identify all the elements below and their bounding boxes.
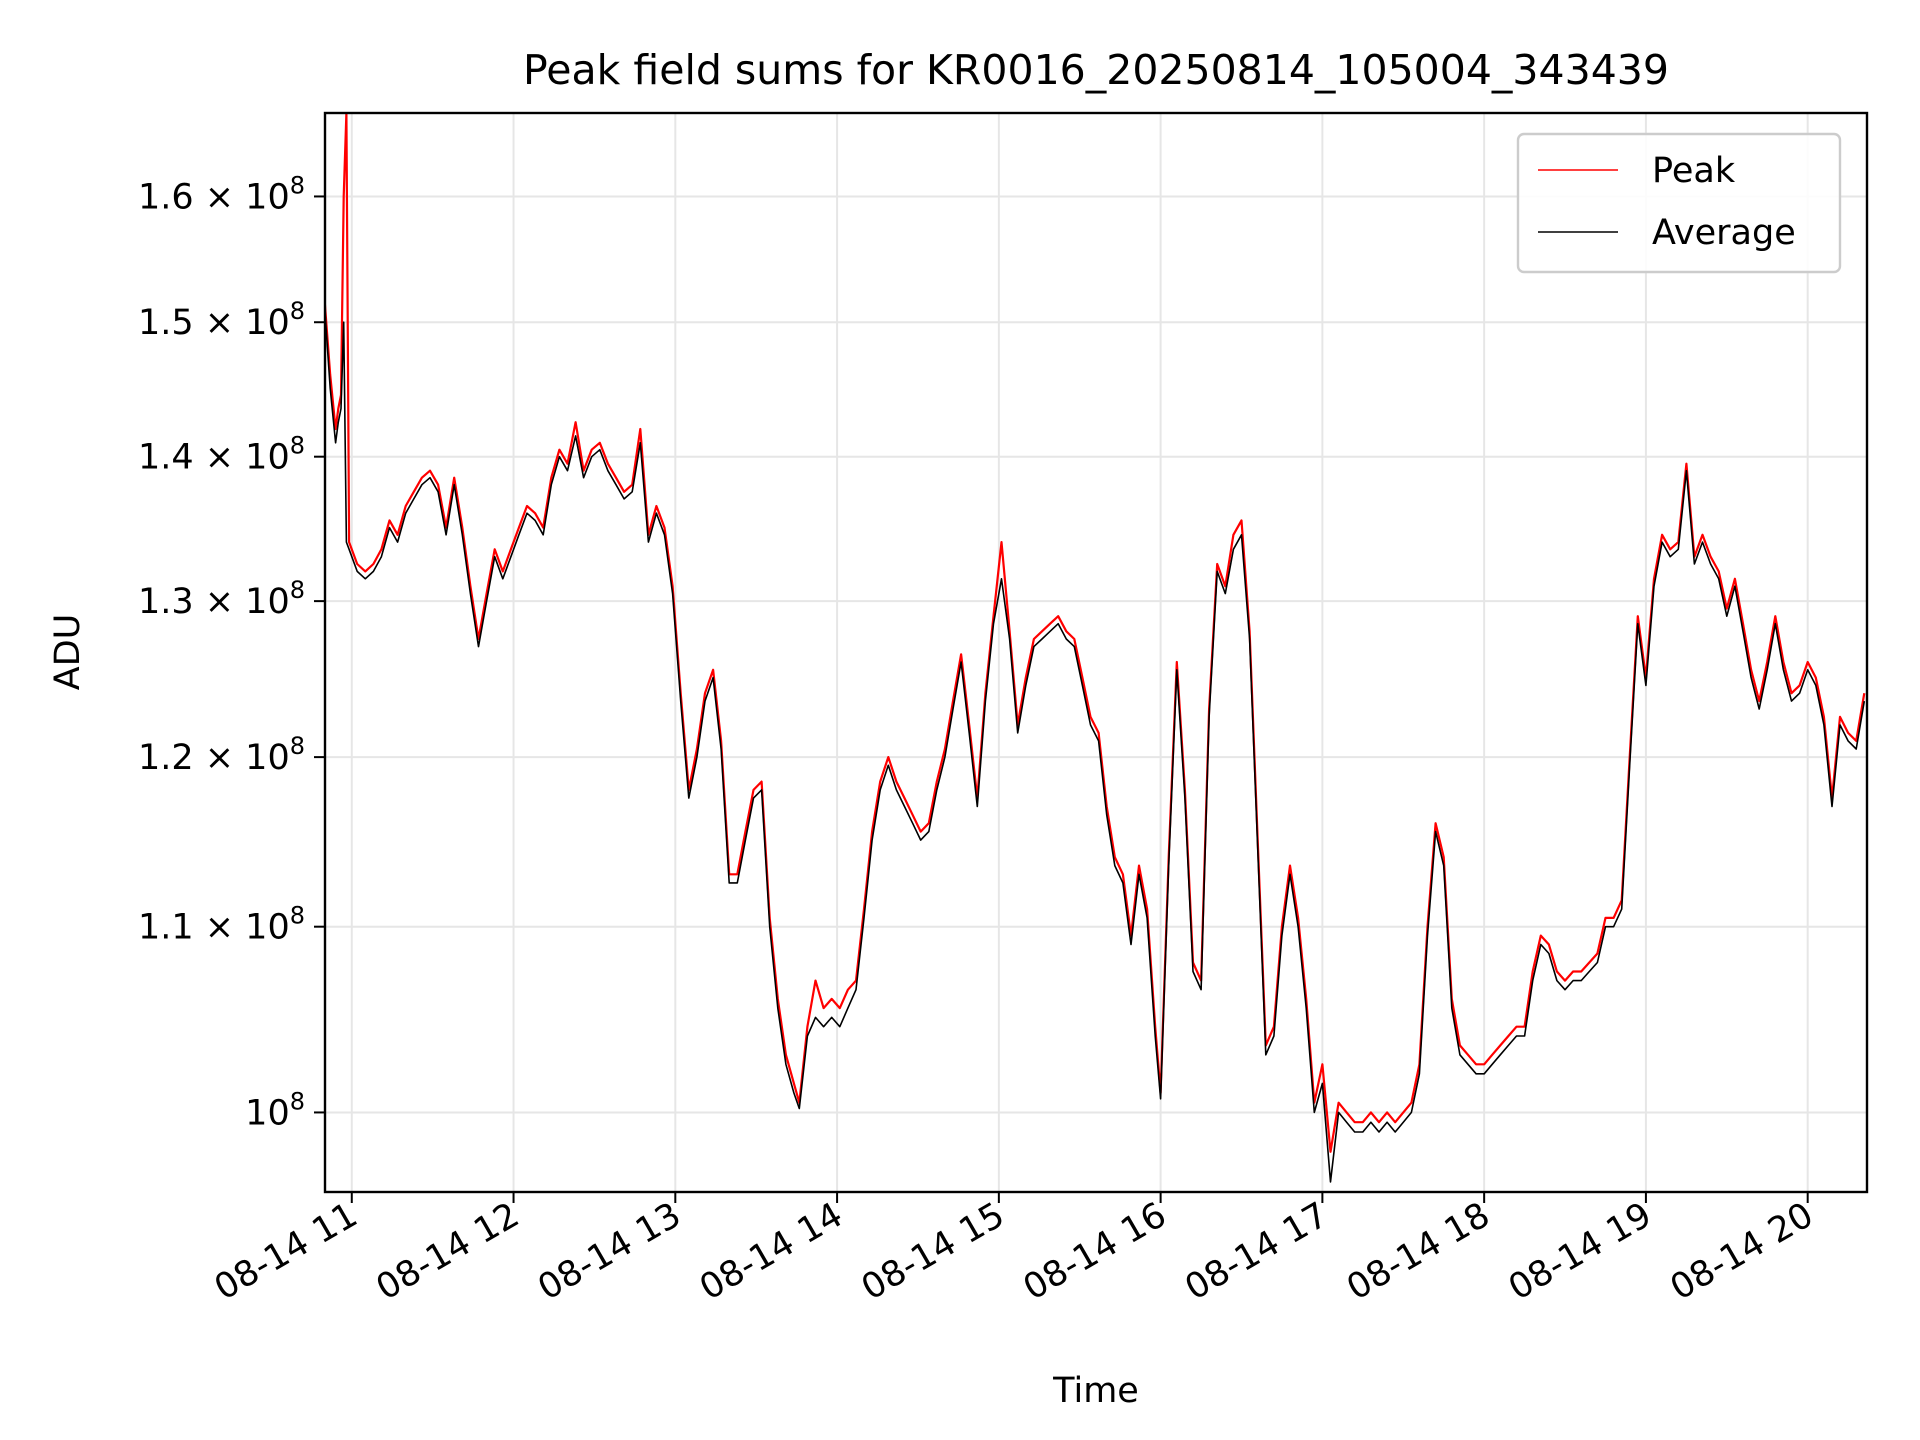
plot-frame bbox=[323, 111, 1869, 1194]
legend-label-peak: Peak bbox=[1652, 151, 1736, 191]
legend-label-average: Average bbox=[1652, 213, 1796, 253]
y-tick-label: 1.3 × 108 bbox=[138, 576, 305, 622]
series-line-peak bbox=[325, 113, 1866, 1153]
legend-box bbox=[1516, 132, 1842, 274]
legend: Peak Average bbox=[1516, 132, 1842, 274]
y-tick-label: 1.2 × 108 bbox=[138, 732, 305, 778]
y-tick-label: 1.6 × 108 bbox=[138, 171, 305, 217]
y-axis-ticks: 108 1.1 × 108 1.2 × 108 1.3 × 108 1.4 × 108 1… bbox=[138, 171, 325, 1133]
y-tick-label: 1.5 × 108 bbox=[138, 297, 305, 343]
y-tick-label: 1.4 × 108 bbox=[138, 432, 305, 478]
y-tick-label: 1.1 × 108 bbox=[138, 902, 305, 948]
y-axis-label: ADU bbox=[48, 614, 88, 691]
x-axis-label: Time bbox=[1052, 1371, 1139, 1411]
y-tick-label: 108 bbox=[245, 1087, 305, 1133]
grid-lines bbox=[325, 113, 1867, 1192]
series-line-average bbox=[325, 309, 1866, 1183]
series-lines bbox=[325, 113, 1866, 1183]
chart-title: Peak field sums for KR0016_20250814_1050… bbox=[523, 46, 1669, 94]
